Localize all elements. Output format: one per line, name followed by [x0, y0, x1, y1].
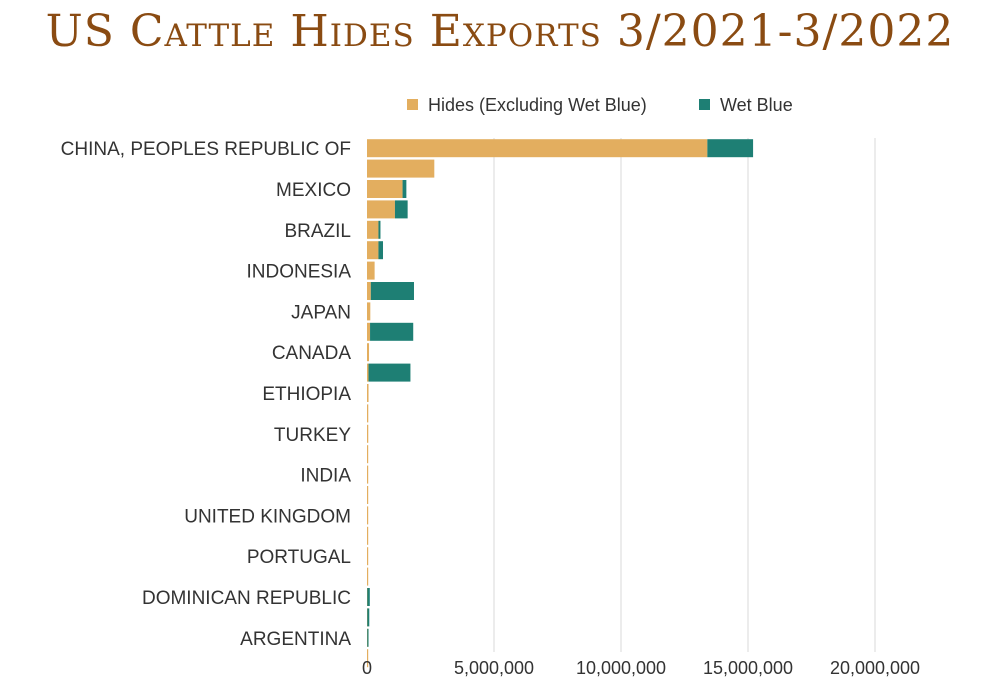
legend-label-wet-blue: Wet Blue [720, 95, 793, 115]
x-tick-label: 10,000,000 [576, 658, 666, 678]
bar-hides [367, 424, 369, 443]
bar-hides [367, 139, 708, 158]
bar-wet-blue [368, 363, 411, 382]
x-tick-label: 20,000,000 [830, 658, 920, 678]
bar-hides [367, 302, 371, 321]
bar-hides [367, 649, 369, 668]
bar-wet-blue [370, 282, 414, 300]
bar-hides [367, 506, 369, 525]
bar-hides [367, 567, 369, 586]
category-label: UNITED KINGDOM [184, 506, 351, 527]
bar-wet-blue [378, 220, 381, 239]
category-label: MEXICO [276, 180, 351, 201]
x-tick-label: 5,000,000 [454, 658, 534, 678]
bar-wet-blue [367, 628, 369, 647]
bar-wet-blue [367, 588, 370, 606]
category-label: INDIA [300, 466, 351, 487]
x-tick-label: 0 [362, 658, 372, 678]
legend-swatch-hides [407, 99, 418, 110]
x-tick-label: 15,000,000 [703, 658, 793, 678]
category-label: PORTUGAL [247, 547, 351, 568]
bar-hides [367, 486, 369, 504]
bar-hides [367, 282, 371, 300]
category-label: CANADA [272, 343, 352, 364]
bar-hides [367, 526, 369, 545]
category-label: INDONESIA [246, 262, 351, 283]
bar-wet-blue [394, 200, 408, 219]
bar-hides [367, 343, 370, 362]
bar-hides [367, 384, 369, 402]
chart-title: US Cattle Hides Exports 3/2021-3/2022 [45, 6, 955, 57]
bar-hides [367, 322, 371, 341]
legend-swatch-wet-blue [699, 99, 710, 110]
category-label: JAPAN [291, 302, 351, 323]
category-label: TURKEY [274, 425, 351, 446]
bar-hides [367, 465, 369, 484]
legend-label-hides: Hides (Excluding Wet Blue) [428, 95, 647, 115]
bar-hides [367, 159, 435, 178]
bar-hides [367, 261, 375, 280]
category-label: CHINA, PEOPLES REPUBLIC OF [61, 139, 351, 160]
bar-wet-blue [367, 608, 370, 627]
bar-wet-blue [378, 241, 384, 260]
bar-wet-blue [370, 322, 414, 341]
bar-hides [367, 547, 369, 566]
bar-wet-blue [707, 139, 754, 158]
category-label: BRAZIL [284, 221, 351, 242]
bar-wet-blue [402, 180, 407, 198]
bar-hides [367, 241, 379, 260]
bar-hides [367, 220, 379, 239]
bar-hides [367, 180, 403, 198]
bar-hides [367, 404, 369, 423]
category-label: DOMINICAN REPUBLIC [142, 588, 351, 609]
category-label: ARGENTINA [240, 629, 351, 650]
category-label: ETHIOPIA [262, 384, 351, 405]
bar-hides [367, 445, 369, 464]
bar-hides [367, 200, 395, 219]
bar-hides [367, 363, 369, 382]
legend: Hides (Excluding Wet Blue) Wet Blue [407, 95, 793, 115]
